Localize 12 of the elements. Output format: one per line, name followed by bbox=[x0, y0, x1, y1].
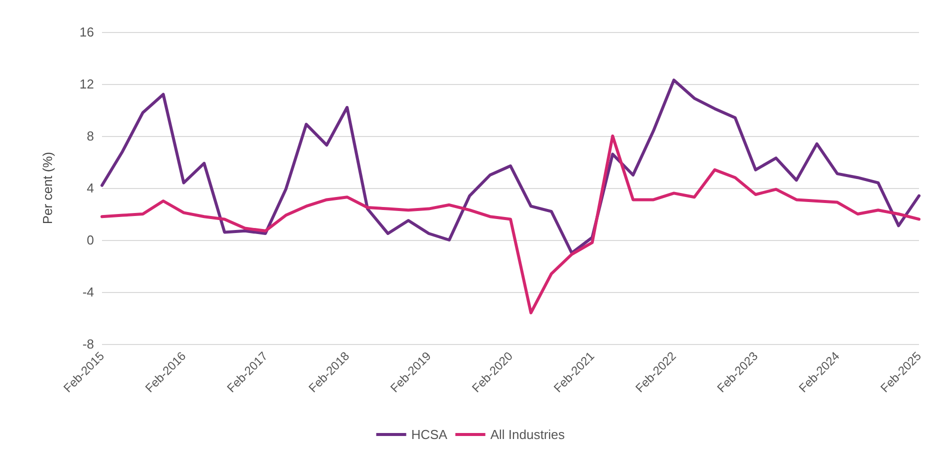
y-axis-title: Per cent (%) bbox=[40, 152, 55, 224]
y-tick-label: 12 bbox=[80, 76, 94, 92]
line-series bbox=[100, 134, 920, 314]
y-tick-label: 16 bbox=[80, 24, 94, 40]
y-tick-label: 8 bbox=[86, 128, 94, 144]
legend-label: HCSA bbox=[411, 427, 448, 442]
y-tick-label: 4 bbox=[86, 180, 94, 196]
y-tick-label: -4 bbox=[82, 284, 94, 300]
y-tick-label: 0 bbox=[86, 232, 94, 248]
line-series bbox=[100, 78, 920, 254]
legend-label: All Industries bbox=[490, 427, 566, 442]
y-tick-label: -8 bbox=[82, 336, 94, 352]
